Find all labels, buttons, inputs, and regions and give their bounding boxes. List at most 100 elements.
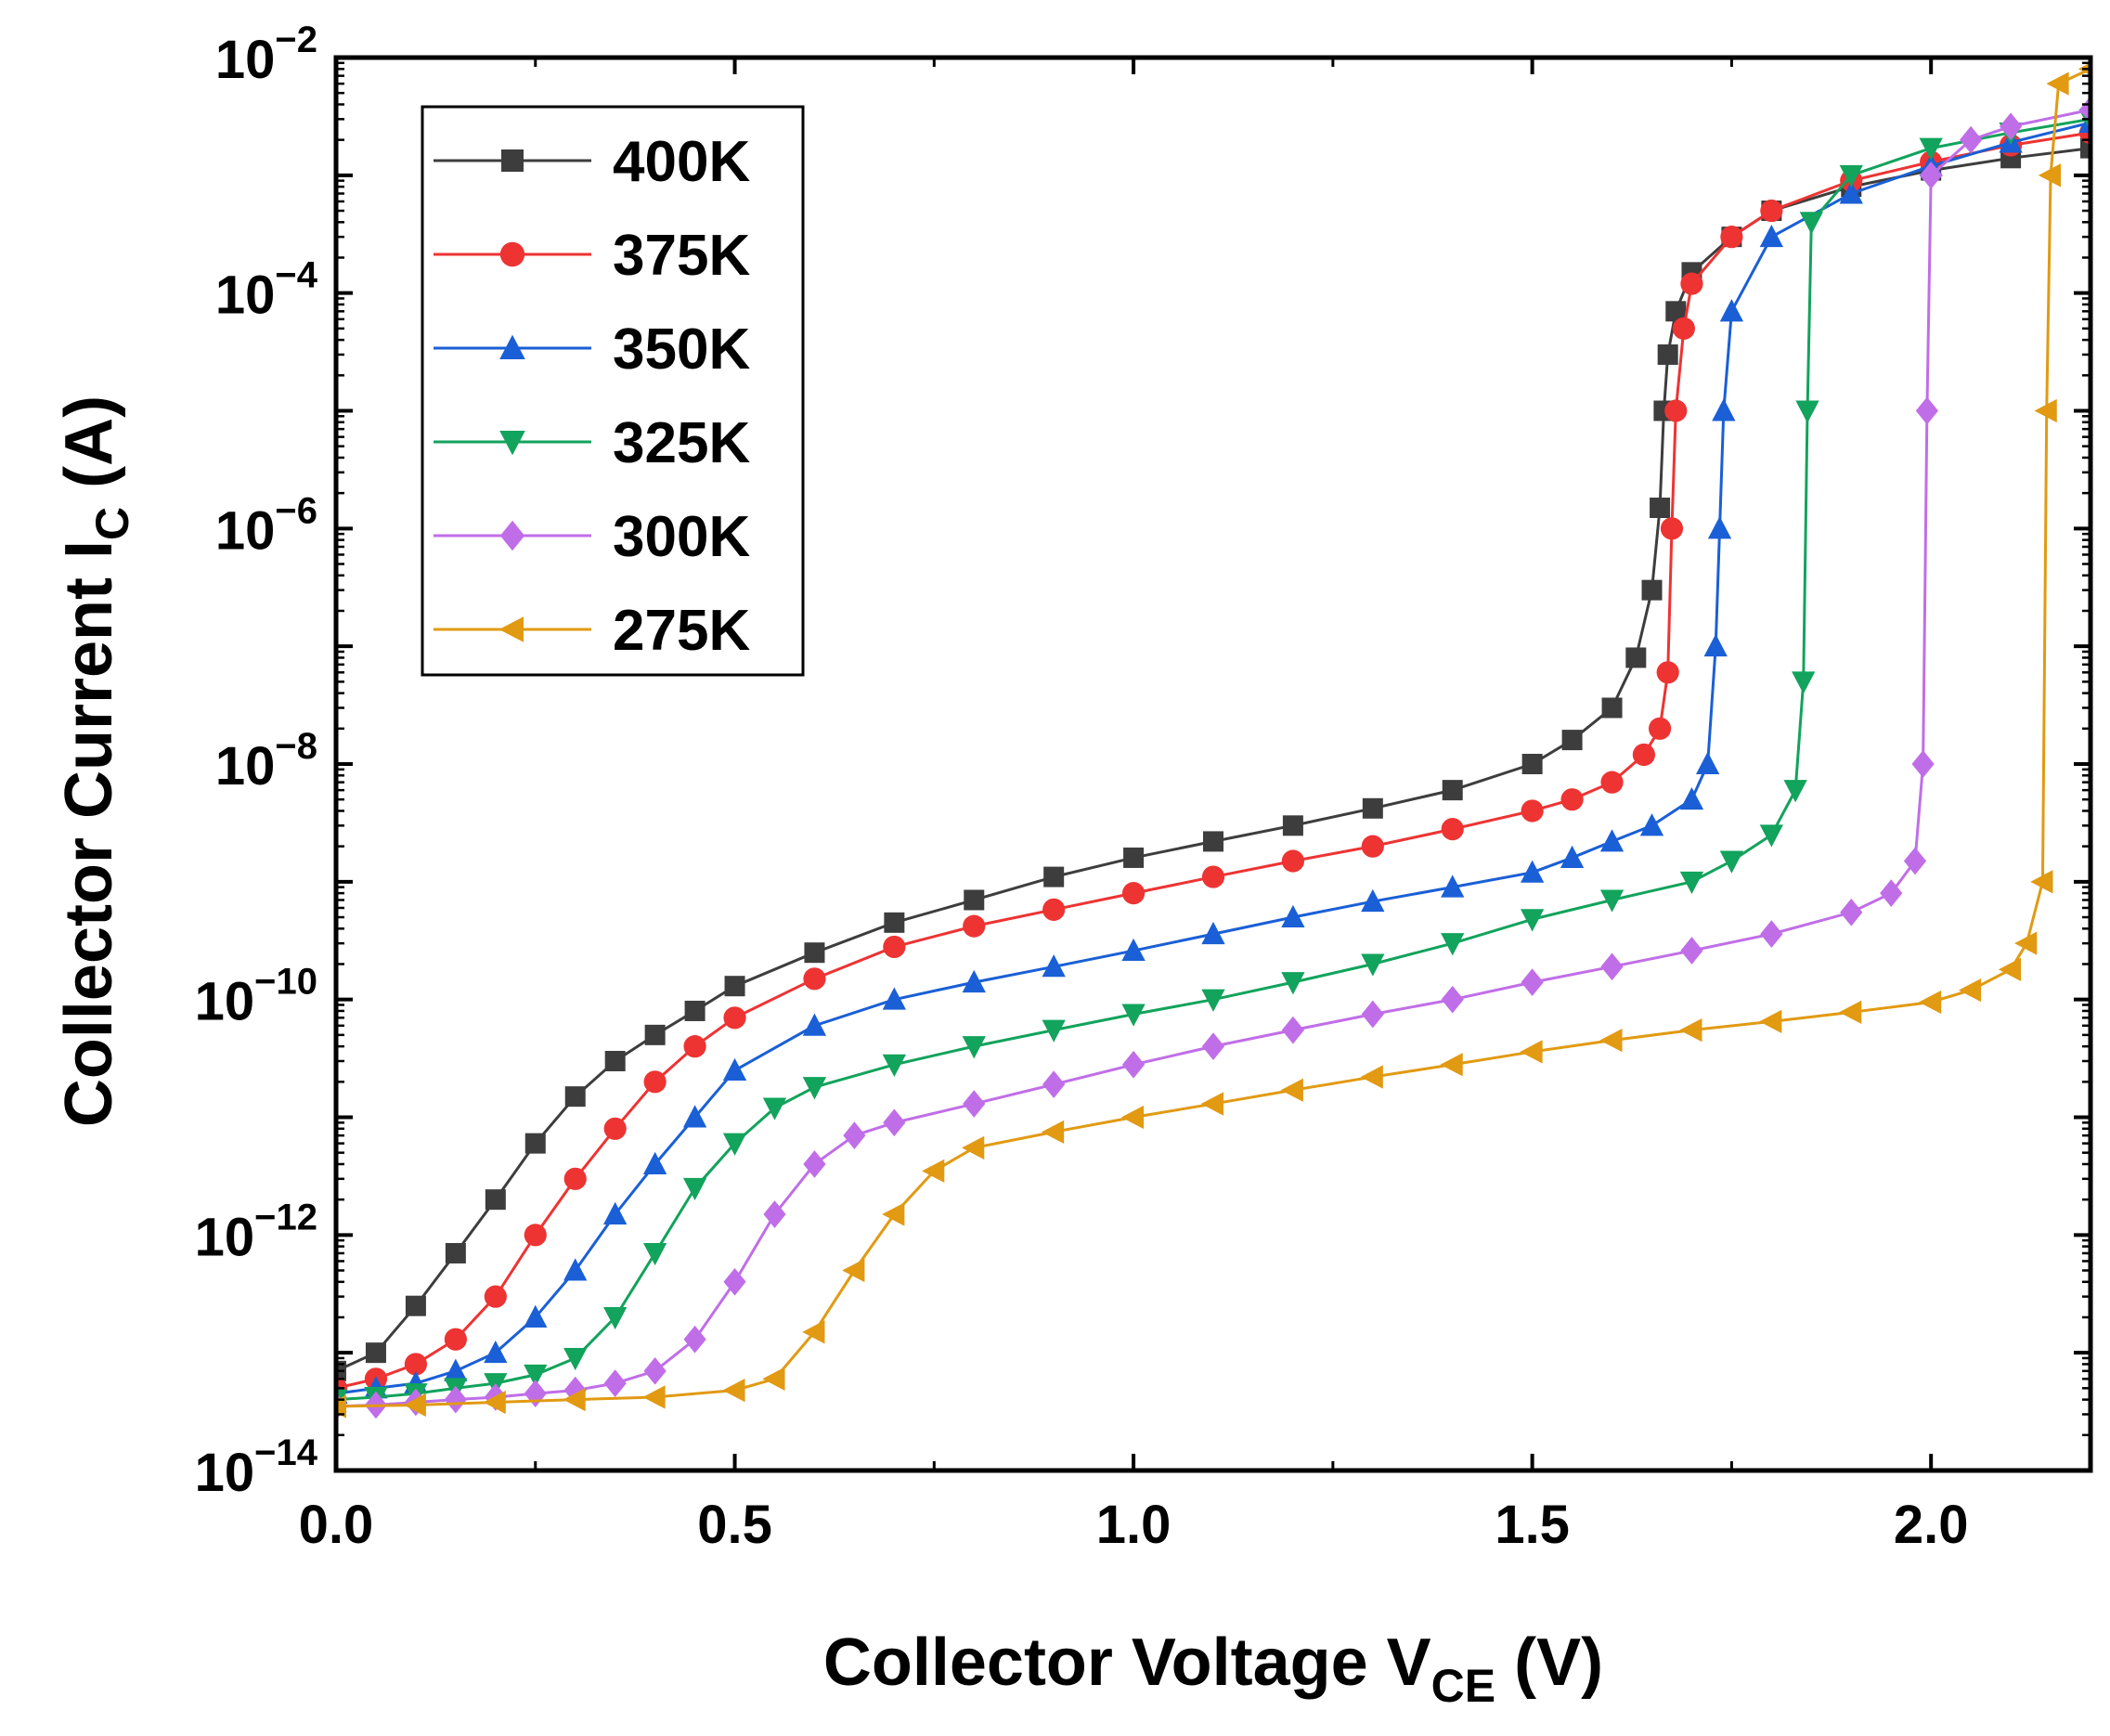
data-point <box>444 1328 467 1351</box>
data-point <box>485 1189 506 1211</box>
data-point <box>1121 938 1146 962</box>
series-275K <box>336 62 2091 1419</box>
data-point <box>1042 954 1066 978</box>
data-point <box>682 1177 707 1201</box>
legend-swatch-marker <box>501 149 524 172</box>
data-point <box>603 1369 627 1397</box>
data-point <box>722 1057 747 1082</box>
data-point <box>1361 888 1385 913</box>
data-point <box>1123 847 1145 868</box>
legend-swatch-marker <box>499 241 525 267</box>
data-point <box>722 1133 747 1156</box>
data-point <box>2038 163 2062 188</box>
data-point <box>1041 1120 1065 1144</box>
data-point <box>524 1304 548 1328</box>
data-point <box>2046 71 2069 96</box>
y-axis-title: Collector Current IC (A) <box>52 395 138 1127</box>
y-tick-label: 10−4 <box>215 255 318 326</box>
data-point <box>1679 871 1704 895</box>
data-point <box>1639 813 1664 836</box>
data-point <box>1560 788 1584 811</box>
data-point <box>1719 299 1744 322</box>
legend-item-300K: 300K <box>434 505 750 569</box>
data-point <box>963 1090 986 1118</box>
data-point <box>1880 879 1903 907</box>
data-point <box>1680 937 1703 965</box>
data-point <box>1201 865 1225 888</box>
x-tick-label: 2.0 <box>1894 1495 1969 1555</box>
data-point <box>1839 1000 1862 1025</box>
data-point <box>484 1285 507 1308</box>
data-point <box>763 1200 786 1228</box>
data-point <box>1759 824 1784 848</box>
data-point <box>1599 1029 1623 1053</box>
data-point <box>962 969 986 993</box>
data-point <box>524 1224 547 1247</box>
series-325K <box>336 109 2091 1412</box>
y-tick-label: 10−2 <box>215 19 317 90</box>
data-point <box>1632 743 1656 767</box>
data-point <box>1521 968 1544 996</box>
data-point <box>1201 921 1225 945</box>
data-point <box>683 1325 706 1354</box>
data-point <box>1281 972 1305 995</box>
y-tick-exponent: −4 <box>275 255 317 296</box>
y-tick-base: 10 <box>215 736 276 797</box>
y-tick-label: 10−10 <box>195 962 317 1032</box>
data-point <box>1599 889 1625 913</box>
data-point <box>802 1077 827 1100</box>
data-point <box>723 1267 746 1296</box>
data-point <box>1360 1065 1383 1089</box>
data-point <box>883 935 906 959</box>
data-point <box>1911 750 1935 778</box>
y-tick-base: 10 <box>195 1207 255 1267</box>
data-point <box>1759 1009 1782 1034</box>
data-point <box>1920 161 1943 189</box>
data-point <box>644 1024 666 1045</box>
data-point <box>1625 647 1647 668</box>
series-350K <box>336 110 2091 1405</box>
data-point <box>365 1342 386 1364</box>
data-point <box>2078 96 2091 124</box>
data-point <box>1201 989 1225 1012</box>
y-tick-exponent: −2 <box>275 19 317 60</box>
data-point <box>603 1306 628 1330</box>
data-point <box>564 1086 586 1108</box>
data-point <box>1441 874 1465 898</box>
data-point <box>563 1347 588 1371</box>
data-point <box>1441 933 1465 956</box>
data-point <box>682 1105 707 1128</box>
data-point <box>1695 751 1720 774</box>
y-tick-label: 10−12 <box>195 1197 317 1267</box>
data-point <box>1703 633 1728 657</box>
data-point <box>1203 831 1223 852</box>
data-point <box>1760 920 1783 948</box>
data-point <box>1650 497 1671 518</box>
data-point <box>1600 771 1624 794</box>
y-axis-title-unit: (A) <box>52 395 126 507</box>
data-point <box>762 1097 787 1121</box>
x-axis-title: Collector Voltage VCE (V) <box>823 1626 1603 1712</box>
data-point <box>444 1358 468 1381</box>
legend-label: 375K <box>613 224 750 288</box>
data-point <box>1672 317 1695 340</box>
data-point <box>762 1367 785 1391</box>
data-point <box>404 1353 428 1376</box>
data-point <box>524 1133 546 1154</box>
y-tick-base: 10 <box>195 972 255 1032</box>
data-point <box>1915 396 1938 425</box>
data-point <box>1361 1000 1384 1029</box>
data-point <box>1918 990 1942 1015</box>
data-point <box>1561 730 1583 751</box>
data-point <box>1282 815 1303 836</box>
data-point <box>563 1167 587 1190</box>
data-point <box>484 1340 508 1364</box>
x-axis-title-subscript: CE <box>1431 1660 1495 1712</box>
data-point <box>1042 1070 1066 1098</box>
data-point <box>803 1150 826 1178</box>
data-point <box>643 1070 667 1094</box>
data-point <box>1998 957 2022 981</box>
data-point <box>1120 1105 1145 1130</box>
